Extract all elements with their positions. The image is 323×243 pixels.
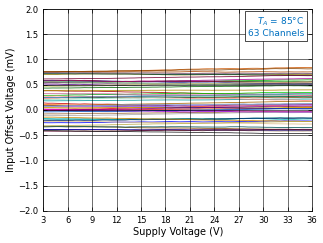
X-axis label: Supply Voltage (V): Supply Voltage (V) [132, 227, 223, 237]
Y-axis label: Input Offset Voltage (mV): Input Offset Voltage (mV) [5, 48, 16, 172]
Text: $T_A$ = 85°C
63 Channels: $T_A$ = 85°C 63 Channels [248, 15, 304, 38]
